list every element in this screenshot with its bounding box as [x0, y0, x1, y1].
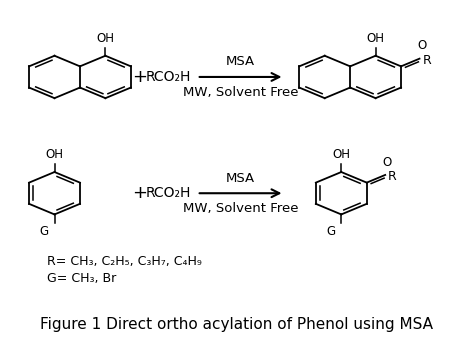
- Text: +: +: [132, 184, 147, 202]
- Text: RCO₂H: RCO₂H: [146, 70, 191, 84]
- Text: G: G: [40, 225, 49, 238]
- Text: R= CH₃, C₂H₅, C₃H₇, C₄H₉: R= CH₃, C₂H₅, C₃H₇, C₄H₉: [47, 255, 202, 268]
- Text: G: G: [327, 225, 336, 238]
- Text: R: R: [388, 170, 397, 183]
- Text: MW, Solvent Free: MW, Solvent Free: [183, 86, 299, 99]
- Text: OH: OH: [332, 148, 350, 161]
- Text: MW, Solvent Free: MW, Solvent Free: [183, 202, 299, 215]
- Text: MSA: MSA: [226, 55, 255, 68]
- Text: OH: OH: [366, 32, 384, 45]
- Text: O: O: [383, 156, 392, 169]
- Text: OH: OH: [46, 148, 64, 161]
- Text: MSA: MSA: [226, 172, 255, 185]
- Text: RCO₂H: RCO₂H: [146, 186, 191, 200]
- Text: OH: OH: [96, 32, 114, 45]
- Text: R: R: [422, 54, 431, 67]
- Text: Figure 1 Direct ortho acylation of Phenol using MSA: Figure 1 Direct ortho acylation of Pheno…: [40, 317, 434, 332]
- Text: G= CH₃, Br: G= CH₃, Br: [47, 272, 117, 285]
- Text: O: O: [417, 39, 427, 53]
- Text: +: +: [132, 68, 147, 86]
